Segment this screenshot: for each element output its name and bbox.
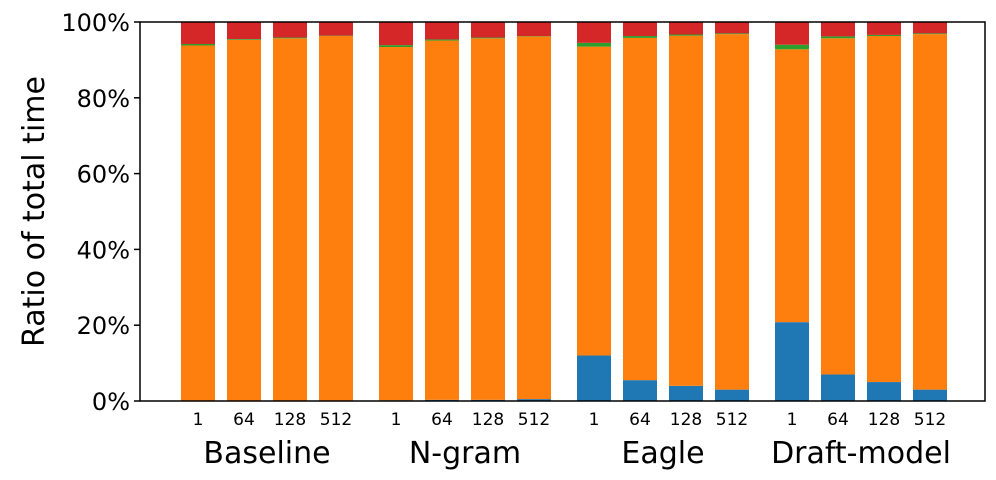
bar-segment: [821, 38, 855, 375]
bar-segment: [867, 382, 901, 401]
bar-segment: [181, 45, 215, 402]
y-tick-label: 60%: [77, 161, 130, 189]
bar-segment: [577, 22, 611, 43]
x-tick-label: 1: [787, 410, 798, 430]
bar-segment: [181, 43, 215, 46]
bar-segment: [867, 34, 901, 37]
y-tick-label: 40%: [77, 236, 130, 264]
bar-segment: [821, 374, 855, 401]
bar-segment: [273, 22, 307, 38]
bar-segment: [471, 37, 505, 39]
bar-segment: [471, 22, 505, 38]
bar-segment: [181, 22, 215, 44]
y-tick-label: 80%: [77, 85, 130, 113]
x-tick-label: 128: [670, 410, 702, 430]
bar-segment: [821, 36, 855, 39]
bar-segment: [319, 22, 353, 36]
bar-segment: [425, 39, 459, 41]
bar-segment: [319, 36, 353, 401]
y-tick-label: 100%: [61, 9, 130, 37]
bar-segment: [715, 389, 749, 401]
x-tick-label: 512: [716, 410, 748, 430]
x-tick-label: 512: [320, 410, 352, 430]
bar-segment: [623, 380, 657, 401]
bar-segment: [669, 385, 703, 401]
x-tick-label: 512: [914, 410, 946, 430]
x-tick-label: 1: [193, 410, 204, 430]
x-tick-label: 512: [518, 410, 550, 430]
y-tick-label: 20%: [77, 312, 130, 340]
bar-segment: [379, 22, 413, 46]
bar-segment: [425, 22, 459, 40]
bar-segment: [577, 46, 611, 356]
bar-segment: [669, 22, 703, 35]
bar-segment: [517, 399, 551, 401]
bar-segment: [775, 44, 809, 50]
bar-segment: [577, 42, 611, 47]
bar-segment: [775, 22, 809, 45]
x-tick-label: 128: [868, 410, 900, 430]
bar-segment: [227, 22, 261, 40]
bar-segment: [577, 355, 611, 401]
bar-segment: [273, 37, 307, 39]
bar-segment: [715, 33, 749, 35]
bar-segment: [913, 22, 947, 34]
bar-segment: [669, 34, 703, 36]
bar-segment: [517, 22, 551, 37]
bar-segment: [425, 40, 459, 400]
y-axis-title: Ratio of total time: [17, 76, 52, 347]
group-label: Eagle: [621, 436, 704, 471]
plot-frame: [139, 21, 986, 402]
bar-segment: [471, 38, 505, 400]
x-tick-label: 1: [391, 410, 402, 430]
bar-segment: [913, 33, 947, 35]
group-label: N-gram: [409, 436, 521, 471]
bar-segment: [227, 39, 261, 402]
bar-segment: [913, 34, 947, 390]
x-tick-label: 1: [589, 410, 600, 430]
x-tick-label: 64: [431, 410, 453, 430]
bar-segment: [821, 22, 855, 37]
bars-layer: [181, 22, 947, 402]
x-tick-label: 64: [629, 410, 651, 430]
x-tick-label: 64: [233, 410, 255, 430]
group-label: Draft-model: [771, 436, 951, 471]
x-axis: 1 64 128 512 Baseline 1 64 128 512 N-gram 1 64 128 51…: [193, 410, 951, 471]
bar-segment: [379, 45, 413, 48]
bar-segment: [867, 36, 901, 383]
y-tick-label: 0%: [92, 388, 130, 416]
bar-segment: [775, 49, 809, 323]
bar-segment: [913, 389, 947, 401]
bar-segment: [715, 34, 749, 390]
bar-segment: [867, 22, 901, 35]
bar-segment: [623, 37, 657, 381]
bar-segment: [775, 322, 809, 401]
group-label: Baseline: [203, 436, 330, 471]
bar-segment: [715, 22, 749, 34]
bar-segment: [517, 36, 551, 400]
bar-segment: [273, 38, 307, 402]
bar-segment: [623, 36, 657, 38]
bar-segment: [623, 22, 657, 37]
x-tick-label: 128: [274, 410, 306, 430]
y-axis: 0% 20% 40% 60% 80% 100%: [61, 9, 140, 416]
bar-segment: [227, 39, 261, 40]
bar-segment: [669, 35, 703, 386]
x-tick-label: 128: [472, 410, 504, 430]
bar-segment: [379, 47, 413, 401]
x-tick-label: 64: [827, 410, 849, 430]
